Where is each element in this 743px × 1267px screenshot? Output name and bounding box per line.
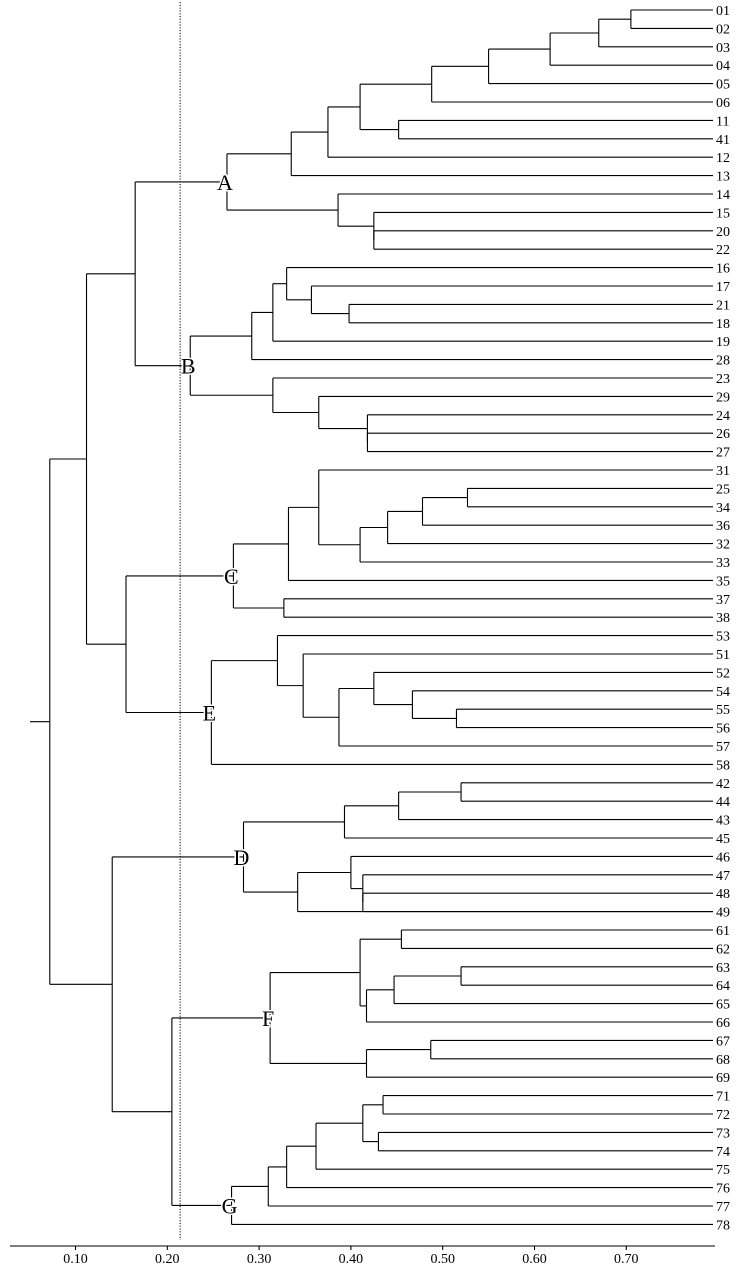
leaf-label: 17 <box>716 280 730 295</box>
leaf-label: 57 <box>716 740 730 755</box>
leaf-label: 12 <box>716 151 730 166</box>
leaf-label: 28 <box>716 354 730 369</box>
x-axis: 0.10 0.20 0.30 0.40 0.50 0.60 0.70 <box>10 1245 715 1267</box>
leaf-label: 74 <box>716 1145 730 1160</box>
leaf-label: 31 <box>716 464 730 479</box>
leaf-label: 44 <box>716 795 730 810</box>
leaf-label: 38 <box>716 611 730 626</box>
leaf-label: 54 <box>716 685 730 700</box>
leaf-label: 15 <box>716 206 730 221</box>
leaf-label: 13 <box>716 170 730 185</box>
leaf-label: 41 <box>716 133 730 148</box>
group-label-d: D <box>234 845 250 870</box>
leaf-label: 61 <box>716 924 730 939</box>
leaf-label: 73 <box>716 1126 730 1141</box>
leaf-label: 63 <box>716 961 730 976</box>
leaf-label: 01 <box>716 4 730 19</box>
leaf-label: 18 <box>716 317 730 332</box>
leaf-label: 33 <box>716 556 730 571</box>
leaf-label: 35 <box>716 574 730 589</box>
leaf-label: 24 <box>716 409 730 424</box>
leaf-label: 56 <box>716 722 730 737</box>
leaf-label: 16 <box>716 262 730 277</box>
x-tick-label: 0.60 <box>522 1252 547 1267</box>
leaf-labels: 01 02 03 04 05 06 11 41 12 13 14 15 20 22 16 17 21 18 19 28… <box>716 4 730 1233</box>
leaf-label: 11 <box>716 114 729 129</box>
group-label-a: A <box>217 170 233 195</box>
leaf-label: 45 <box>716 832 730 847</box>
leaf-label: 64 <box>716 979 730 994</box>
leaf-label: 65 <box>716 998 730 1013</box>
leaf-label: 52 <box>716 666 730 681</box>
leaf-label: 75 <box>716 1163 730 1178</box>
leaf-label: 76 <box>716 1182 730 1197</box>
leaf-label: 20 <box>716 225 730 240</box>
leaf-label: 34 <box>716 501 730 516</box>
leaf-label: 71 <box>716 1090 730 1105</box>
leaf-label: 26 <box>716 427 730 442</box>
x-tick-label: 0.10 <box>63 1252 88 1267</box>
x-tick-label: 0.40 <box>339 1252 364 1267</box>
x-tick-label: 0.20 <box>155 1252 180 1267</box>
leaf-label: 47 <box>716 869 730 884</box>
leaf-label: 67 <box>716 1034 730 1049</box>
leaf-label: 62 <box>716 942 730 957</box>
leaf-label: 55 <box>716 703 730 718</box>
leaf-label: 53 <box>716 630 730 645</box>
leaf-label: 27 <box>716 446 730 461</box>
group-label-f: F <box>262 1006 274 1031</box>
x-tick-label: 0.50 <box>430 1252 455 1267</box>
group-labels: A B C E D F G <box>179 168 275 1219</box>
leaf-label: 32 <box>716 538 730 553</box>
leaf-label: 43 <box>716 814 730 829</box>
leaf-label: 03 <box>716 41 730 56</box>
leaf-label: 04 <box>716 59 730 74</box>
leaf-label: 06 <box>716 96 730 111</box>
group-label-g: G <box>222 1193 238 1218</box>
leaf-label: 21 <box>716 298 730 313</box>
x-tick-label: 0.30 <box>247 1252 272 1267</box>
leaf-label: 42 <box>716 777 730 792</box>
leaf-label: 05 <box>716 78 730 93</box>
leaf-label: 66 <box>716 1016 730 1031</box>
leaf-label: 72 <box>716 1108 730 1123</box>
leaf-label: 78 <box>716 1218 730 1233</box>
leaf-label: 19 <box>716 335 730 350</box>
group-label-b: B <box>181 354 196 379</box>
leaf-label: 77 <box>716 1200 730 1215</box>
leaf-label: 14 <box>716 188 730 203</box>
leaf-label: 49 <box>716 906 730 921</box>
leaf-label: 23 <box>716 372 730 387</box>
leaf-label: 58 <box>716 758 730 773</box>
leaf-label: 29 <box>716 390 730 405</box>
leaf-label: 51 <box>716 648 730 663</box>
group-label-c: C <box>224 564 239 589</box>
x-tick-label: 0.70 <box>614 1252 639 1267</box>
leaf-label: 25 <box>716 482 730 497</box>
group-label-e: E <box>203 701 216 726</box>
leaf-label: 02 <box>716 22 730 37</box>
leaf-label: 36 <box>716 519 730 534</box>
leaf-label: 69 <box>716 1071 730 1086</box>
leaf-label: 48 <box>716 887 730 902</box>
leaf-label: 37 <box>716 593 730 608</box>
dendrogram-branches <box>30 9 713 1225</box>
leaf-label: 68 <box>716 1053 730 1068</box>
leaf-label: 46 <box>716 850 730 865</box>
leaf-label: 22 <box>716 243 730 258</box>
